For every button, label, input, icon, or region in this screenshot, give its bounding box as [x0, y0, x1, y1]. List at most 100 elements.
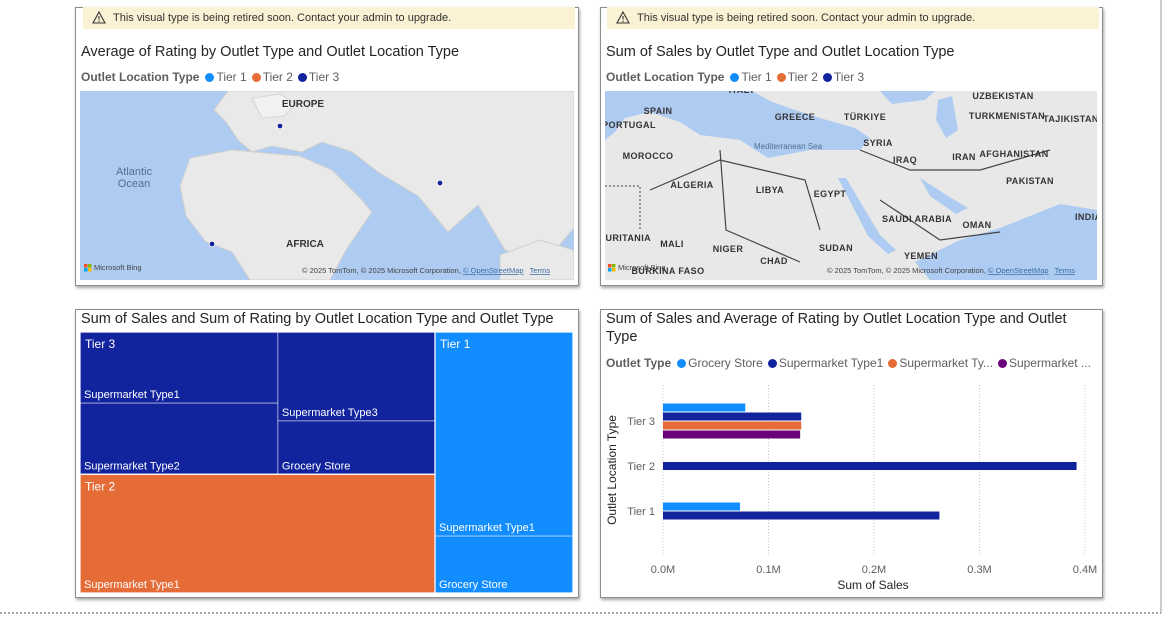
sea: [936, 96, 958, 138]
border: [859, 149, 1051, 171]
warning-icon: [616, 11, 630, 24]
logo: [608, 268, 612, 272]
treemap-tile: [277, 420, 436, 475]
legend-item: Tier 2: [251, 70, 293, 84]
legend-item: Tier 1: [205, 70, 247, 84]
tile-label: Supermarket Type1: [84, 389, 180, 401]
treemap: Supermarket Type1 Supermarket Type2 Superm…: [79, 331, 574, 594]
retirement-banner: This visual type is being retired soon. …: [607, 7, 1099, 29]
logo: [84, 264, 88, 268]
warning-icon: [92, 11, 106, 24]
osm-link[interactable]: © OpenStreetMap: [463, 266, 524, 275]
border: [719, 149, 801, 263]
x-tick-label: 0.3M: [967, 564, 991, 576]
map-copyright: © 2025 TomTom, © 2025 Microsoft Corporat…: [827, 266, 1075, 275]
map-label: Mediterranean Sea: [754, 142, 823, 151]
y-axis-title: Outlet Location Type: [605, 415, 619, 525]
sea: [838, 178, 896, 254]
map-label: TÜRKIYE: [844, 112, 886, 122]
land: [251, 93, 297, 119]
map: EUROPE Atlantic Ocean AFRICA Microsoft B…: [80, 91, 574, 280]
map-label: GREECE: [775, 112, 815, 122]
legend-label: Tier 2: [262, 70, 293, 84]
legend-label: Tier 3: [833, 70, 865, 84]
logo: [88, 264, 92, 268]
terms-link[interactable]: Terms: [530, 266, 551, 275]
bar: [663, 511, 940, 520]
map-label: Ocean: [118, 178, 150, 190]
logo: [88, 268, 92, 272]
logo: [612, 264, 616, 268]
legend-label: Supermarket Ty...: [899, 356, 993, 370]
map-bubble: [208, 240, 216, 248]
chart-title: Average of Rating by Outlet Type and Out…: [81, 44, 460, 60]
x-tick-label: 0.1M: [756, 564, 780, 576]
legend-marker: [677, 358, 687, 368]
treemap-tile: [79, 402, 279, 475]
tile-label: Grocery Store: [282, 460, 350, 472]
border: [649, 159, 821, 231]
x-axis-title: Sum of Sales: [837, 578, 908, 592]
chart-title: Sum of Sales and Average of Rating by Ou…: [606, 311, 1067, 345]
map-label: CHAD: [760, 256, 788, 266]
group-label: Tier 1: [440, 337, 471, 351]
tile-label: Supermarket Type1: [439, 522, 535, 534]
group-border: [434, 331, 574, 594]
bar: [663, 403, 746, 412]
map-label: BURKINA FASO: [632, 266, 705, 276]
banner-text: This visual type is being retired soon. …: [113, 12, 452, 24]
map-label: IRAN: [952, 152, 976, 162]
banner-text: This visual type is being retired soon. …: [637, 12, 976, 24]
bar: [663, 462, 1077, 470]
sea: [920, 178, 968, 214]
group-label: Tier 3: [85, 337, 116, 351]
legend-marker: [205, 72, 215, 82]
map-label: LIBYA: [756, 185, 784, 195]
map-label: SYRIA: [863, 138, 893, 148]
legend-marker: [776, 72, 786, 82]
map-label: TURKMENISTAN: [969, 111, 1045, 121]
tile-label: Supermarket Type1: [84, 579, 180, 591]
map-bubble: [276, 122, 284, 130]
border: [605, 185, 641, 230]
legend-item: Grocery Store: [677, 356, 763, 370]
map-label: EGYPT: [814, 189, 847, 199]
legend-marker: [822, 72, 832, 82]
tile-label: Supermarket Type3: [282, 407, 378, 419]
land: [499, 239, 574, 280]
treemap-tile: [434, 331, 574, 537]
tile-label: Supermarket Type2: [84, 460, 180, 472]
legend-marker: [888, 358, 898, 368]
legend-label: Supermarket ...: [1008, 356, 1091, 370]
legend-label: Tier 3: [308, 70, 340, 84]
map-label: PAKISTAN: [1006, 176, 1054, 186]
y-tick-label: Tier 2: [627, 461, 655, 473]
treemap-tile: [79, 473, 436, 594]
land: [179, 149, 373, 280]
legend: Outlet Type Grocery Store Supermarket Type…: [606, 356, 1096, 370]
bar-chart: Sum of Sales Outlet Location Type 0.0M 0.…: [605, 385, 1097, 592]
osm-link[interactable]: © OpenStreetMap: [988, 266, 1049, 275]
legend-item: Tier 2: [776, 70, 818, 84]
copyright-text: © 2025 TomTom, © 2025 Microsoft Corporat…: [302, 266, 463, 275]
legend-item: Supermarket ...: [997, 356, 1091, 370]
legend-title: Outlet Location Type: [81, 70, 200, 84]
map-label: TAJIKISTAN: [1043, 114, 1099, 124]
terms-link[interactable]: Terms: [1055, 266, 1076, 275]
map-label: SPAIN: [644, 106, 673, 116]
map-label: AFRICA: [286, 239, 324, 250]
map-label: MAURITANIA: [591, 233, 651, 243]
map-label: UZBEKISTAN: [972, 91, 1033, 101]
map-attribution: Microsoft Bing: [94, 263, 142, 272]
retirement-banner: This visual type is being retired soon. …: [83, 7, 575, 29]
x-tick-label: 0.4M: [1073, 564, 1097, 576]
map-label: MALI: [660, 239, 684, 249]
map-label: YEMEN: [904, 251, 938, 261]
legend-item: Tier 3: [297, 70, 340, 84]
sea: [880, 91, 935, 104]
logo: [84, 268, 88, 272]
map-label: ITALY: [729, 85, 756, 95]
legend: Outlet Location Type Tier 1 Tier 2 Tier 3: [81, 70, 344, 84]
